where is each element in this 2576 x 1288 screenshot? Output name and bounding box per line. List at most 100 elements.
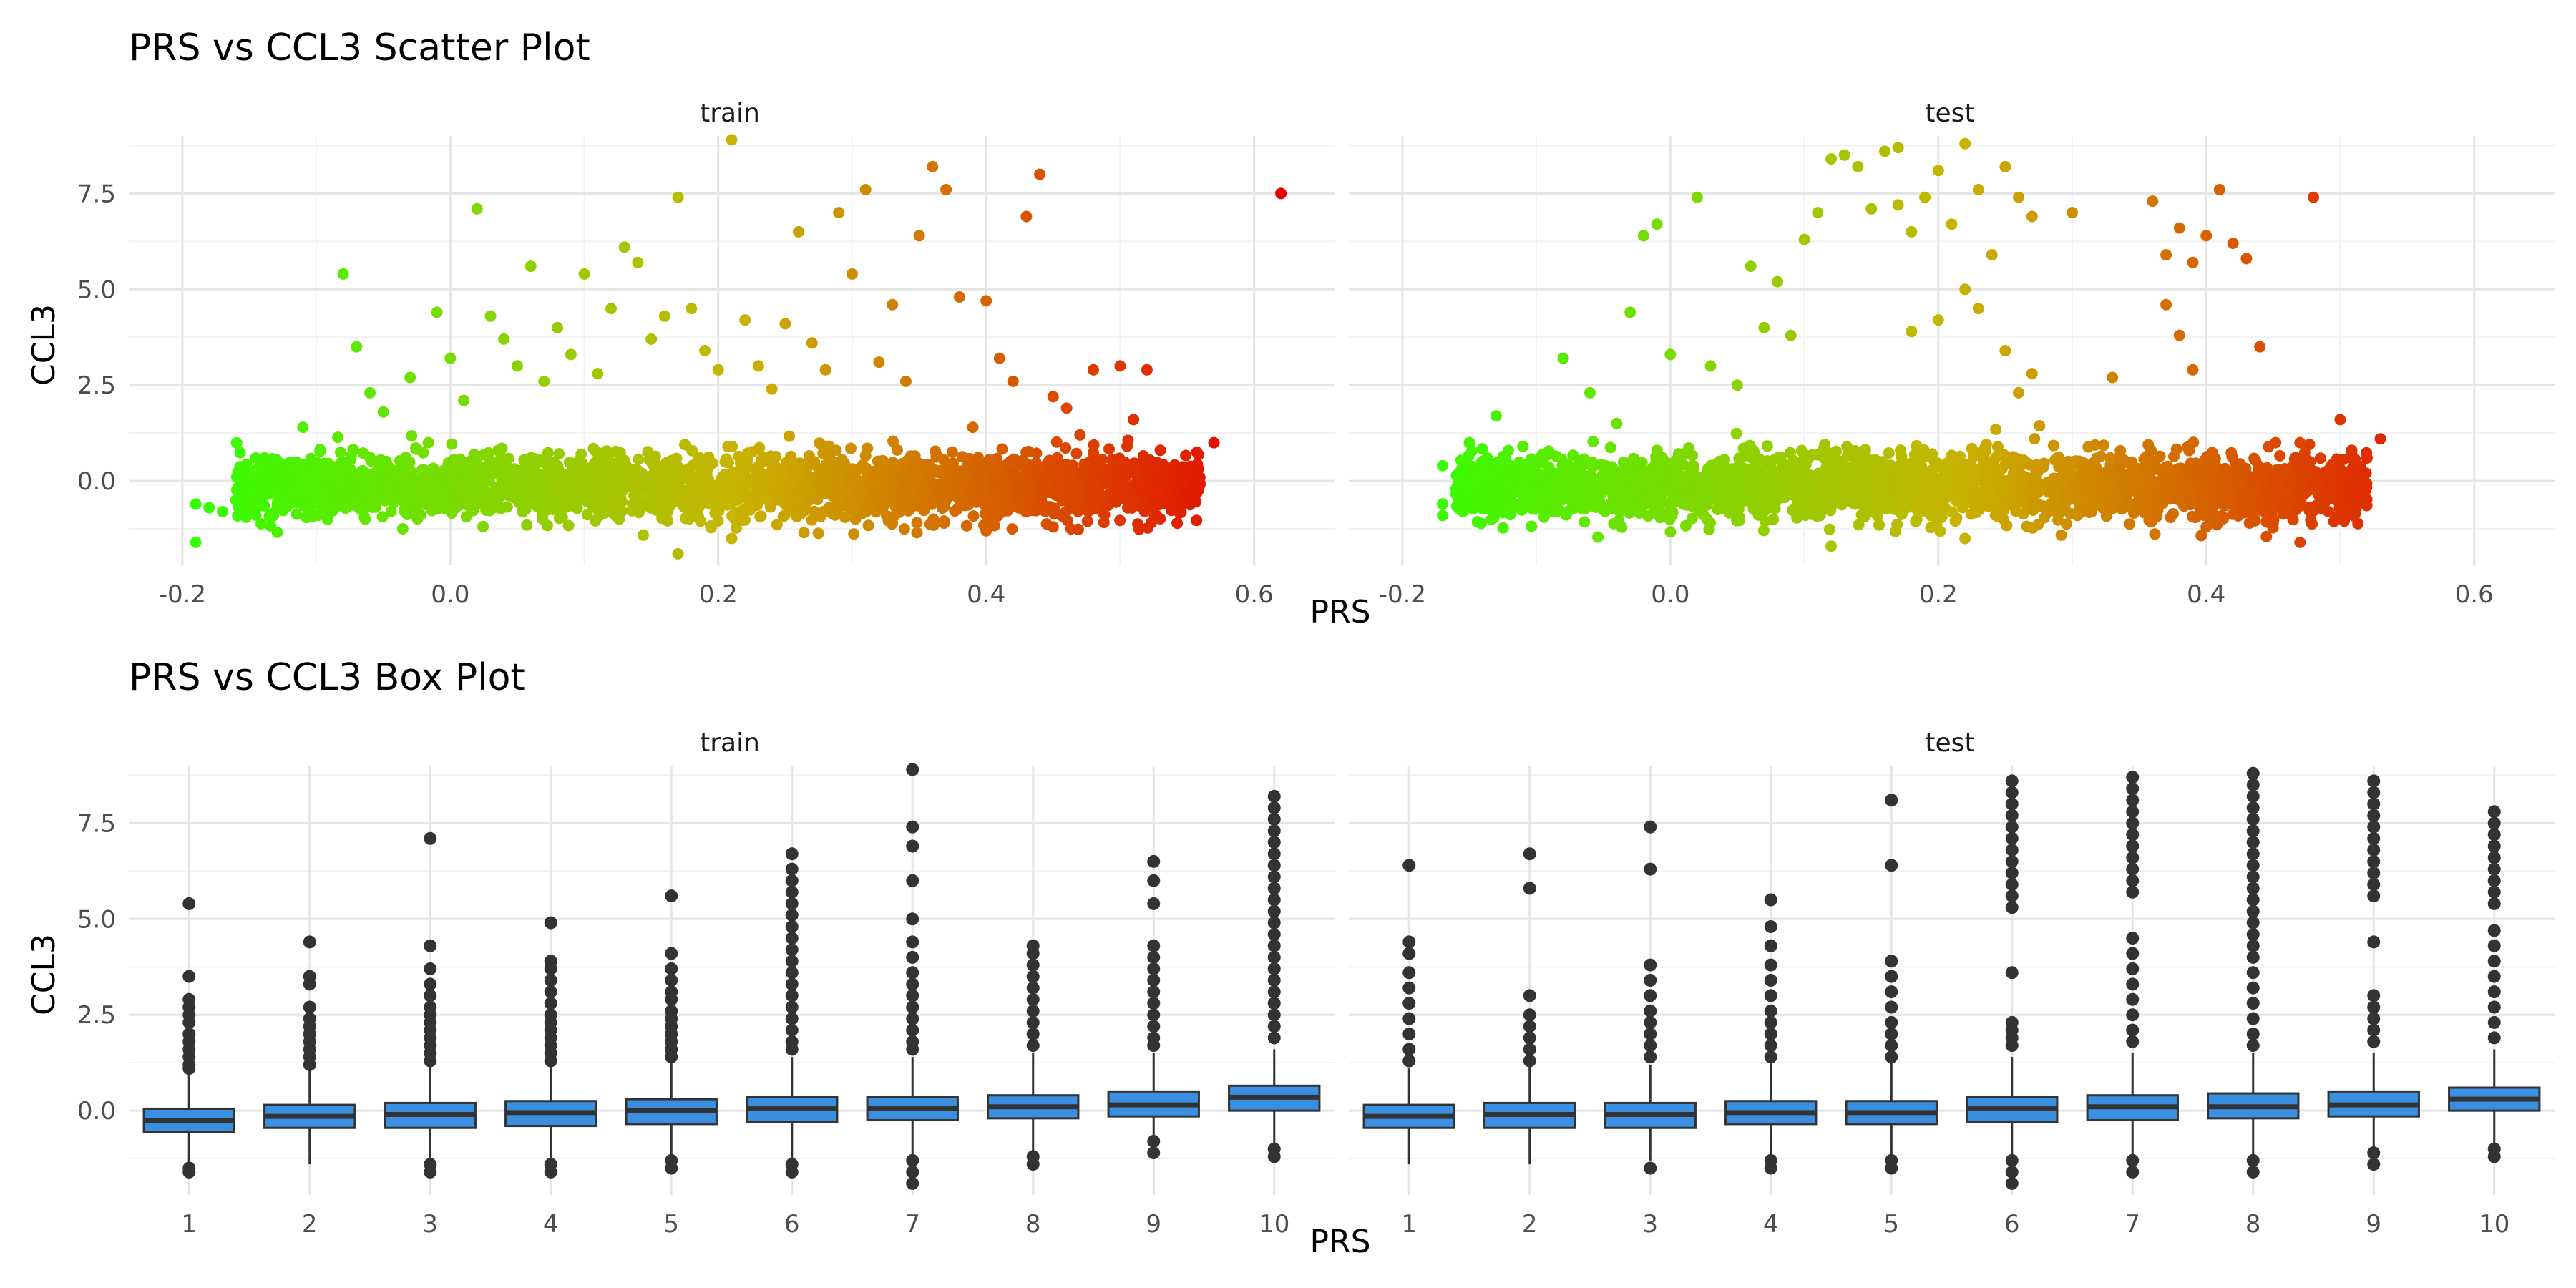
- scatter-point: [690, 473, 702, 485]
- scatter-point: [1064, 482, 1076, 494]
- scatter-point: [1475, 517, 1487, 530]
- scatter-point: [1016, 454, 1028, 467]
- scatter-point: [1136, 501, 1148, 513]
- x-tick-label: 0.2: [699, 580, 738, 609]
- scatter-point: [1078, 458, 1091, 470]
- scatter-point: [813, 467, 825, 479]
- scatter-point: [636, 483, 648, 495]
- scatter-point: [576, 479, 587, 492]
- scatter-point: [1664, 526, 1677, 538]
- scatter-point: [386, 486, 398, 497]
- scatter-point: [777, 510, 789, 522]
- scatter-point: [1043, 454, 1055, 467]
- scatter-point: [956, 474, 968, 486]
- scatter-point: [2243, 517, 2255, 529]
- scatter-point: [862, 519, 874, 532]
- scatter-point: [847, 268, 858, 280]
- scatter-point: [250, 509, 262, 521]
- scatter-point: [1896, 451, 1908, 462]
- scatter-point: [751, 499, 763, 511]
- scatter-point: [924, 518, 936, 530]
- scatter-point: [444, 490, 455, 502]
- scatter-point: [581, 509, 593, 521]
- scatter-point: [280, 499, 291, 511]
- scatter-point: [692, 510, 704, 522]
- scatter-point: [845, 442, 857, 454]
- scatter-point: [1154, 444, 1166, 457]
- scatter-point: [997, 473, 1010, 485]
- scatter-point: [396, 523, 409, 535]
- x-tick-label: 0.6: [1235, 580, 1274, 609]
- scatter-point: [806, 337, 818, 349]
- scatter-point: [356, 467, 368, 479]
- scatter-point: [1194, 477, 1206, 489]
- scatter-point: [530, 458, 542, 470]
- scatter-point: [1654, 512, 1667, 524]
- scatter-point: [1065, 502, 1077, 514]
- scatter-point: [1604, 441, 1616, 454]
- scatter-point: [361, 477, 372, 489]
- scatter-point: [731, 474, 743, 487]
- scatter-point: [1560, 509, 1572, 521]
- scatter-point: [557, 472, 568, 484]
- scatter-point: [1193, 449, 1204, 461]
- scatter-point: [784, 454, 796, 466]
- scatter-point: [502, 452, 514, 464]
- scatter-point: [779, 318, 791, 330]
- scatter-point: [940, 184, 952, 195]
- scatter-point: [419, 494, 431, 506]
- scatter-point: [283, 467, 296, 479]
- scatter-point: [783, 430, 795, 442]
- scatter-point: [332, 431, 344, 444]
- scatter-point: [721, 469, 733, 481]
- scatter-point: [1143, 464, 1154, 476]
- scatter-point: [457, 485, 469, 497]
- scatter-point: [887, 298, 899, 311]
- scatter-point: [2314, 452, 2326, 464]
- scatter-point: [2047, 439, 2059, 452]
- scatter-point: [1039, 505, 1051, 517]
- scatter-point: [771, 519, 783, 531]
- scatter-point: [496, 442, 508, 454]
- scatter-point: [1122, 502, 1133, 514]
- scatter-point: [446, 438, 458, 450]
- scatter-point: [291, 508, 303, 520]
- scatter-point: [911, 517, 923, 529]
- scatter-point: [454, 475, 467, 487]
- scatter-point: [255, 518, 267, 530]
- scatter-point: [1497, 522, 1509, 534]
- scatter-point: [899, 491, 911, 503]
- scatter-point: [320, 462, 332, 473]
- scatter-point: [427, 462, 439, 474]
- scatter-point: [809, 456, 820, 468]
- scatter-point: [245, 468, 258, 480]
- scatter-point: [771, 488, 784, 500]
- scatter-point: [1538, 511, 1550, 523]
- scatter-point: [612, 472, 624, 484]
- scatter-point: [519, 467, 531, 479]
- scatter-point: [889, 482, 901, 494]
- scatter-point: [542, 447, 554, 459]
- scatter-point: [993, 352, 1005, 364]
- scatter-point: [1733, 514, 1745, 527]
- scatter-point: [1113, 480, 1126, 492]
- scatter-point: [1047, 391, 1059, 403]
- scatter-plot-section: PRS vs CCL3 Scatter Plot train test -0.2…: [26, 26, 2555, 630]
- scatter-point: [605, 303, 617, 315]
- scatter-point: [1476, 443, 1488, 455]
- scatter-point: [1051, 470, 1063, 482]
- scatter-point: [2026, 522, 2039, 534]
- scatter-point: [417, 447, 429, 459]
- scatter-point: [1020, 210, 1033, 223]
- scatter-point: [520, 483, 532, 495]
- scatter-point: [899, 375, 912, 387]
- scatter-point: [253, 498, 265, 510]
- scatter-point: [385, 505, 397, 517]
- scatter-point: [2288, 453, 2301, 465]
- scatter-point: [592, 452, 605, 464]
- scatter-point: [712, 364, 724, 376]
- scatter-point: [1085, 488, 1098, 500]
- scatter-point: [404, 371, 416, 384]
- scatter-point: [1141, 364, 1153, 376]
